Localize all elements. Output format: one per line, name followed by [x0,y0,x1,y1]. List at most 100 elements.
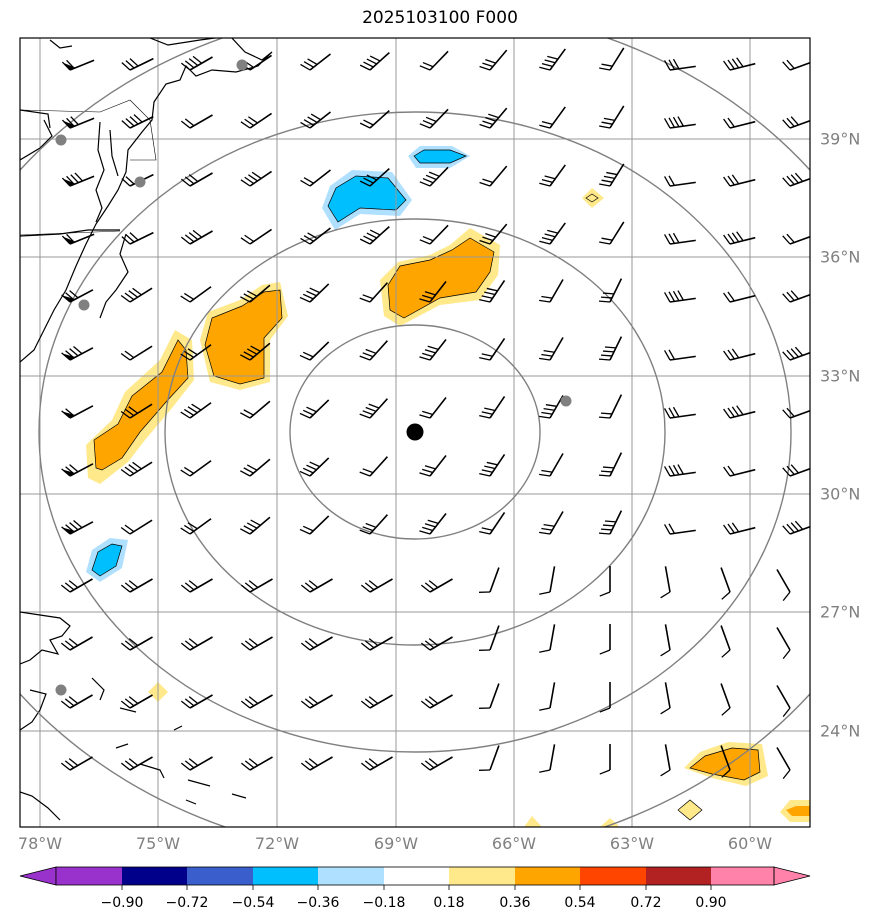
wind-barb [599,682,611,713]
wind-barb [782,116,810,129]
lon-label: 60°W [727,834,773,853]
wind-barb [300,694,333,709]
wind-barb [782,59,810,71]
wind-barb [720,745,731,778]
wind-barb [720,567,731,600]
wind-barb [539,682,556,711]
wind-barb [120,578,153,593]
station-marker [134,176,146,188]
wind-barb [359,398,388,419]
colorbar-extend-high [773,866,811,886]
wind-barb [479,453,506,477]
wind-barb [61,116,95,129]
wind-barb [720,625,731,658]
lat-label: 33°N [820,366,861,386]
wind-barb [478,683,500,709]
wind-barb [180,344,212,361]
wind-barb [299,515,330,535]
wind-barb [479,223,508,245]
wind-barb [240,284,271,303]
lat-label: 27°N [820,602,861,622]
wind-barb [60,578,93,593]
wind-barb [479,165,508,187]
wind-barb [720,683,731,716]
wind-barb [180,114,213,129]
colorbar-tick-label: 0.90 [695,895,727,911]
wind-barb [359,282,388,303]
wind-barb [478,625,500,651]
wind-barb [61,233,95,245]
wind-barb [180,518,212,535]
lon-label: 69°W [373,834,419,853]
wind-barb [419,339,447,361]
wind-barb [121,114,154,129]
wind-barb [539,222,566,245]
station-marker [236,59,248,71]
lat-label: 24°N [820,721,861,741]
wind-barb [664,523,696,535]
colorbar-segment [646,867,711,885]
wind-barb [240,578,273,593]
wind-barb [723,57,756,71]
range-rings [20,38,810,827]
wind-barb [60,756,93,771]
wind-barb [539,106,566,129]
wind-barb [180,55,213,71]
colorbar-segment [711,867,774,885]
wind-barb [539,395,564,419]
wind-barb [539,744,556,773]
wind-barb [359,340,388,361]
station-marker [560,395,572,407]
wind-barb [299,457,330,477]
colorbar [19,866,811,890]
wind-barb [419,108,449,129]
lat-label: 36°N [820,247,861,267]
wind-barb [359,52,390,71]
wind-barb [664,116,696,129]
wind-barb [664,464,696,477]
colorbar-segment [253,867,318,885]
colorbar-tick-label: 0.36 [499,895,531,911]
wind-barb [180,402,212,419]
wind-barb [180,756,213,771]
wind-barb [598,278,623,303]
wind-barb [599,47,625,71]
wind-barb [539,511,564,535]
wind-barb [61,346,94,361]
colorbar-tick-label: −0.36 [296,895,340,911]
wind-barb [180,229,213,245]
colorbar-tick-label: 0.54 [564,895,596,911]
wind-barb [479,395,506,419]
wind-barb [664,232,696,245]
wind-barb [240,170,273,187]
wind-barb [420,578,453,593]
wind-barb [419,50,449,71]
wind-barb [359,456,388,477]
wind-barb [240,694,273,709]
lon-label: 75°W [135,834,181,853]
wind-barb [359,110,390,129]
wind-barb [300,227,331,245]
wind-barb [120,756,153,771]
wind-barb [782,346,810,361]
wind-barb [180,172,213,187]
wind-barb [419,455,447,477]
wind-barb [240,112,273,129]
wind-barb [782,290,810,303]
wind-barb [479,511,506,535]
wind-barb [60,694,93,709]
wind-barb [723,174,756,187]
wind-barb [478,567,500,593]
wind-barb [599,744,611,775]
wind-barb [598,394,623,419]
wind-barb [360,756,393,771]
wind-barb [61,520,94,535]
wind-barb [782,520,810,535]
wind-barb [599,163,625,187]
wind-barb [599,566,611,597]
wind-barb [240,636,273,651]
wind-barb [598,452,623,477]
wind-barb [539,566,556,595]
storm-center-marker [406,423,424,441]
